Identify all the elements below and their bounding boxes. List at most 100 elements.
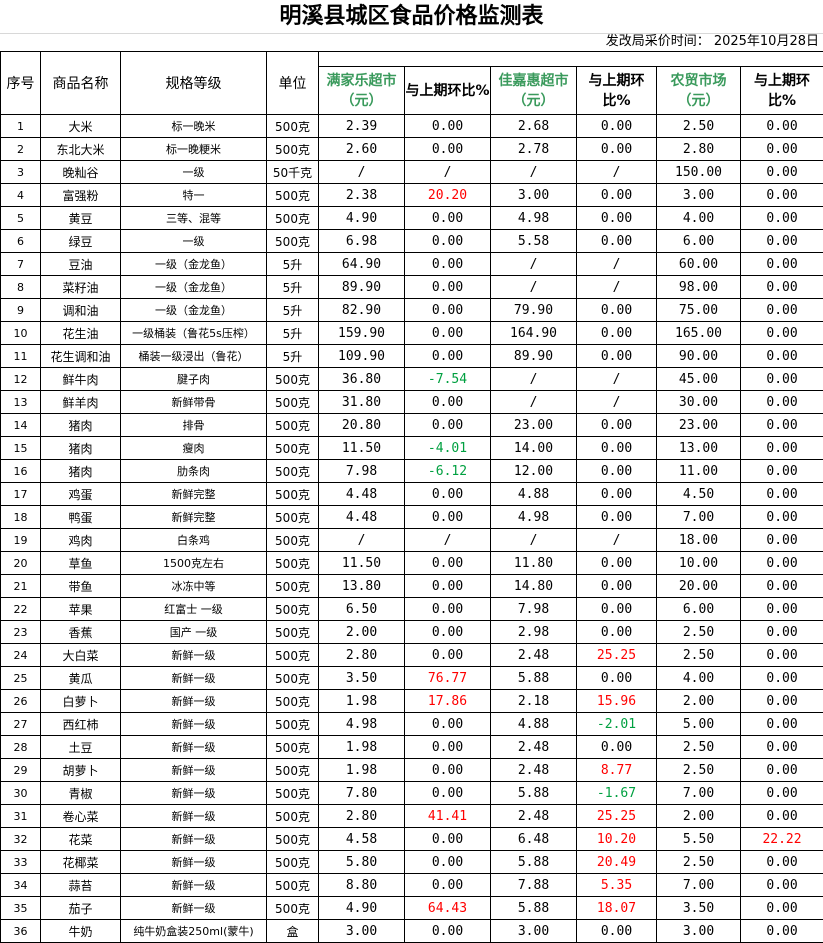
row-no: 18 xyxy=(0,505,41,529)
table-row: 17 鸡蛋 新鲜完整 500克 4.48 0.00 4.88 0.00 4.50 0.00 xyxy=(0,482,823,506)
store2-price: 164.90 xyxy=(490,321,577,345)
store2-change: 0.00 xyxy=(576,666,657,690)
table-row: 12 鲜牛肉 腱子肉 500克 36.80 -7.54//45.00 0.00 xyxy=(0,367,823,391)
store3-change: 0.00 xyxy=(739,597,823,621)
store2-price: 89.90 xyxy=(490,344,577,368)
unit: 500克 xyxy=(266,137,319,161)
store1-price: 109.90 xyxy=(318,344,405,368)
store3-price: 13.00 xyxy=(656,436,741,460)
store2-change: 0.00 xyxy=(576,183,657,207)
item-name: 鲜牛肉 xyxy=(40,367,121,391)
store3-change: 0.00 xyxy=(739,367,823,391)
spec: 新鲜一级 xyxy=(120,896,267,920)
store2-change: 20.49 xyxy=(576,850,657,874)
spec: 一级（金龙鱼） xyxy=(120,252,267,276)
row-no: 19 xyxy=(0,528,41,552)
store2-change: 0.00 xyxy=(576,505,657,529)
store1-price: 36.80 xyxy=(318,367,405,391)
store1-change: 0.00 xyxy=(404,620,491,644)
spec: 新鲜完整 xyxy=(120,505,267,529)
store3-price: 30.00 xyxy=(656,390,741,414)
store1-price: 6.98 xyxy=(318,229,405,253)
store1-price: 7.98 xyxy=(318,459,405,483)
item-name: 东北大米 xyxy=(40,137,121,161)
store3-change: 0.00 xyxy=(739,114,823,138)
store3-price: 10.00 xyxy=(656,551,741,575)
unit: 500克 xyxy=(266,574,319,598)
store2-change: -2.01 xyxy=(576,712,657,736)
store2-change: 15.96 xyxy=(576,689,657,713)
store2-change: / xyxy=(576,528,657,552)
row-no: 34 xyxy=(0,873,41,897)
store1-change: 0.00 xyxy=(404,482,491,506)
store1-price: 2.38 xyxy=(318,183,405,207)
store2-price: 4.88 xyxy=(490,482,577,506)
store3-change: 0.00 xyxy=(739,551,823,575)
store2-price: 23.00 xyxy=(490,413,577,437)
spec: 白条鸡 xyxy=(120,528,267,552)
store1-price: 8.80 xyxy=(318,873,405,897)
item-name: 猪肉 xyxy=(40,459,121,483)
spec: 一级桶装（鲁花5s压榨） xyxy=(120,321,267,345)
store1-price: 7.80 xyxy=(318,781,405,805)
table-row: 18 鸭蛋 新鲜完整 500克 4.48 0.00 4.98 0.00 7.00 0.00 xyxy=(0,505,823,529)
table-row: 1 大米 标一晚米 500克 2.39 0.00 2.68 0.00 2.50 0.00 xyxy=(0,114,823,138)
store2-change: 0.00 xyxy=(576,436,657,460)
row-no: 10 xyxy=(0,321,41,345)
store1-price: 2.80 xyxy=(318,804,405,828)
store2-price: 6.48 xyxy=(490,827,577,851)
unit: 5升 xyxy=(266,252,319,276)
item-name: 青椒 xyxy=(40,781,121,805)
spec: 新鲜一级 xyxy=(120,666,267,690)
store2-price: 5.88 xyxy=(490,666,577,690)
store1-change: / xyxy=(404,528,491,552)
spec: 一级 xyxy=(120,160,267,184)
store1-change: -7.54 xyxy=(404,367,491,391)
store2-change: 0.00 xyxy=(576,344,657,368)
store2-change: 25.25 xyxy=(576,804,657,828)
item-name: 黄豆 xyxy=(40,206,121,230)
unit: 5升 xyxy=(266,275,319,299)
store1-change: 20.20 xyxy=(404,183,491,207)
unit: 500克 xyxy=(266,390,319,414)
store3-price: 2.50 xyxy=(656,758,741,782)
store1-price: 4.90 xyxy=(318,896,405,920)
store2-price: / xyxy=(490,528,577,552)
store2-price: / xyxy=(490,367,577,391)
item-name: 鸡蛋 xyxy=(40,482,121,506)
unit: 500克 xyxy=(266,459,319,483)
store1-change: 0.00 xyxy=(404,574,491,598)
store2-price: 2.48 xyxy=(490,804,577,828)
spec: 标一晚米 xyxy=(120,114,267,138)
spec: 新鲜一级 xyxy=(120,689,267,713)
item-name: 西红柿 xyxy=(40,712,121,736)
table-row: 15 猪肉 瘦肉 500克 11.50 -4.01 14.00 0.00 13.00 0.00 xyxy=(0,436,823,460)
store3-price: 4.50 xyxy=(656,482,741,506)
store1-price: 6.50 xyxy=(318,597,405,621)
store1-change: 0.00 xyxy=(404,643,491,667)
store3-change: 0.00 xyxy=(739,919,823,943)
store2-change: 0.00 xyxy=(576,137,657,161)
store3-change: 0.00 xyxy=(739,413,823,437)
item-name: 牛奶 xyxy=(40,919,121,943)
store2-change: 0.00 xyxy=(576,597,657,621)
header-change-3: 与上期环比% xyxy=(739,66,823,115)
table-row: 16 猪肉 肋条肉 500克 7.98 -6.12 12.00 0.00 11.00 0.00 xyxy=(0,459,823,483)
spec: 新鲜一级 xyxy=(120,643,267,667)
table-row: 14 猪肉 排骨 500克 20.80 0.00 23.00 0.00 23.00 0.00 xyxy=(0,413,823,437)
store3-change: 0.00 xyxy=(739,229,823,253)
store1-change: 0.00 xyxy=(404,827,491,851)
store1-change: 41.41 xyxy=(404,804,491,828)
spec: 国产 一级 xyxy=(120,620,267,644)
unit: 500克 xyxy=(266,551,319,575)
store3-price: 6.00 xyxy=(656,597,741,621)
store1-change: -6.12 xyxy=(404,459,491,483)
store3-price: 23.00 xyxy=(656,413,741,437)
row-no: 12 xyxy=(0,367,41,391)
row-no: 32 xyxy=(0,827,41,851)
item-name: 绿豆 xyxy=(40,229,121,253)
store1-price: 1.98 xyxy=(318,689,405,713)
store2-change: / xyxy=(576,275,657,299)
store3-price: 7.00 xyxy=(656,505,741,529)
